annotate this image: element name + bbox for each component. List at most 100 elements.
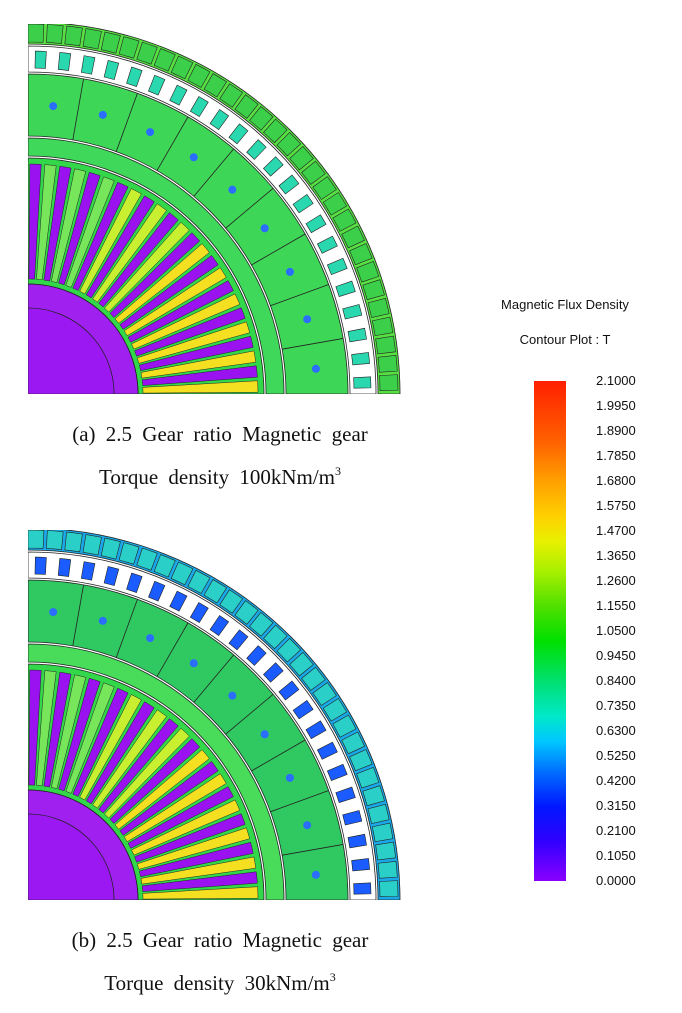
flux-null-spot bbox=[228, 185, 237, 194]
outer-magnet bbox=[301, 666, 326, 691]
flux-null-spot bbox=[228, 691, 237, 700]
pole-piece bbox=[148, 580, 166, 602]
stator-slot bbox=[123, 773, 227, 843]
pole-piece bbox=[326, 257, 348, 276]
outer-magnet bbox=[289, 651, 314, 677]
outer-magnet bbox=[332, 714, 357, 738]
legend-tick-label: 1.7850 bbox=[596, 448, 636, 463]
shaft bbox=[28, 307, 115, 394]
outer-rotor bbox=[28, 73, 349, 394]
outer-magnet bbox=[349, 243, 373, 266]
legend-tick-label: 0.2100 bbox=[596, 823, 636, 838]
legend-colorbar bbox=[534, 381, 566, 881]
pole-piece bbox=[305, 214, 327, 234]
flux-null-spot bbox=[311, 364, 320, 373]
stator-slot bbox=[51, 674, 87, 789]
stator-slot bbox=[142, 380, 259, 394]
rotor-block-divider bbox=[225, 188, 274, 229]
pole-piece bbox=[351, 352, 370, 366]
flux-null-spot bbox=[146, 634, 155, 643]
flux-null-spot bbox=[311, 870, 320, 879]
stator-slot bbox=[36, 164, 57, 281]
stator-slot bbox=[85, 701, 155, 805]
outer-magnet bbox=[136, 41, 158, 65]
stator-slot bbox=[139, 335, 254, 371]
outer-magnet bbox=[28, 24, 45, 43]
outer-magnet bbox=[203, 579, 227, 604]
legend-tick-label: 0.0000 bbox=[596, 873, 636, 888]
caption-b-line1: (b) 2.5 Gear ratio Magnetic gear bbox=[71, 928, 369, 952]
pole-piece bbox=[209, 615, 230, 636]
stator-slot bbox=[72, 181, 129, 291]
pole-piece bbox=[347, 327, 367, 343]
rotor-block-divider bbox=[115, 93, 138, 152]
legend-tick-label: 1.1550 bbox=[596, 598, 636, 613]
legend-tick-label: 0.5250 bbox=[596, 748, 636, 763]
stator-slot bbox=[65, 682, 115, 794]
pole-piece bbox=[342, 810, 363, 826]
legend-tick-label: 0.6300 bbox=[596, 723, 636, 738]
stator-slot bbox=[141, 365, 258, 386]
outer-magnet bbox=[82, 28, 102, 50]
outer-magnet bbox=[219, 83, 244, 108]
pole-piece bbox=[316, 741, 338, 760]
flux-density-plot-a bbox=[28, 24, 401, 394]
outer-magnet bbox=[249, 612, 274, 637]
outer-magnet bbox=[367, 297, 390, 318]
outer-magnet bbox=[263, 624, 288, 650]
shaft bbox=[28, 813, 115, 900]
pole-piece bbox=[316, 235, 338, 254]
caption-b-line2: Torque density 30kNm/m3 bbox=[30, 959, 410, 1002]
legend-tick-label: 1.2600 bbox=[596, 573, 636, 588]
outer-magnet bbox=[249, 106, 274, 131]
outer-magnet bbox=[153, 48, 176, 72]
pole-piece bbox=[228, 629, 249, 651]
legend-tick-label: 1.8900 bbox=[596, 423, 636, 438]
stator-slot bbox=[127, 786, 234, 849]
legend-title: Magnetic Flux Density bbox=[501, 297, 629, 312]
pole-piece bbox=[335, 280, 356, 297]
stator-slot bbox=[114, 749, 210, 830]
stator-slot bbox=[92, 203, 167, 303]
pole-piece bbox=[189, 96, 209, 118]
pole-piece bbox=[351, 858, 370, 872]
pole-piece bbox=[80, 55, 96, 75]
flux-null-spot bbox=[189, 659, 198, 668]
stator-slot bbox=[58, 678, 101, 792]
stator-slot bbox=[139, 841, 254, 877]
outer-magnet bbox=[322, 192, 348, 216]
flux-null-spot bbox=[146, 128, 155, 137]
outer-magnet bbox=[46, 24, 64, 44]
stator-slot bbox=[104, 727, 190, 819]
pole-piece bbox=[292, 699, 314, 720]
legend-tick-label: 1.9950 bbox=[596, 398, 636, 413]
outer-magnet bbox=[118, 542, 140, 565]
outer-magnet bbox=[312, 682, 337, 706]
pole-piece bbox=[246, 645, 267, 666]
outer-magnet bbox=[153, 554, 176, 578]
outer-magnet bbox=[118, 36, 140, 59]
outer-magnet bbox=[203, 73, 227, 98]
pole-piece bbox=[103, 60, 120, 80]
outer-magnet bbox=[371, 316, 394, 337]
stator-slot bbox=[79, 694, 142, 801]
flux-null-spot bbox=[260, 730, 269, 739]
rotor-block-divider bbox=[270, 790, 329, 813]
pole-piece bbox=[57, 558, 72, 577]
stator-slot bbox=[65, 176, 115, 288]
outer-magnet bbox=[356, 767, 380, 789]
stator-slot bbox=[142, 886, 259, 900]
outer-magnet bbox=[362, 785, 385, 807]
rotor-block-divider bbox=[251, 233, 306, 266]
rotor-block-divider bbox=[282, 338, 344, 350]
legend-tick-label: 1.3650 bbox=[596, 548, 636, 563]
stator-slot bbox=[98, 718, 179, 814]
rotor-block-divider bbox=[115, 599, 138, 658]
caption-b-line2-sup: 3 bbox=[329, 970, 336, 984]
stator-slot bbox=[92, 709, 167, 809]
rotor-block-divider bbox=[156, 622, 189, 677]
stator-slot bbox=[140, 350, 257, 379]
caption-a-line2-text: Torque density 100kNm/m bbox=[98, 465, 335, 489]
outer-magnet bbox=[28, 530, 45, 549]
rotor-block-divider bbox=[193, 148, 234, 197]
